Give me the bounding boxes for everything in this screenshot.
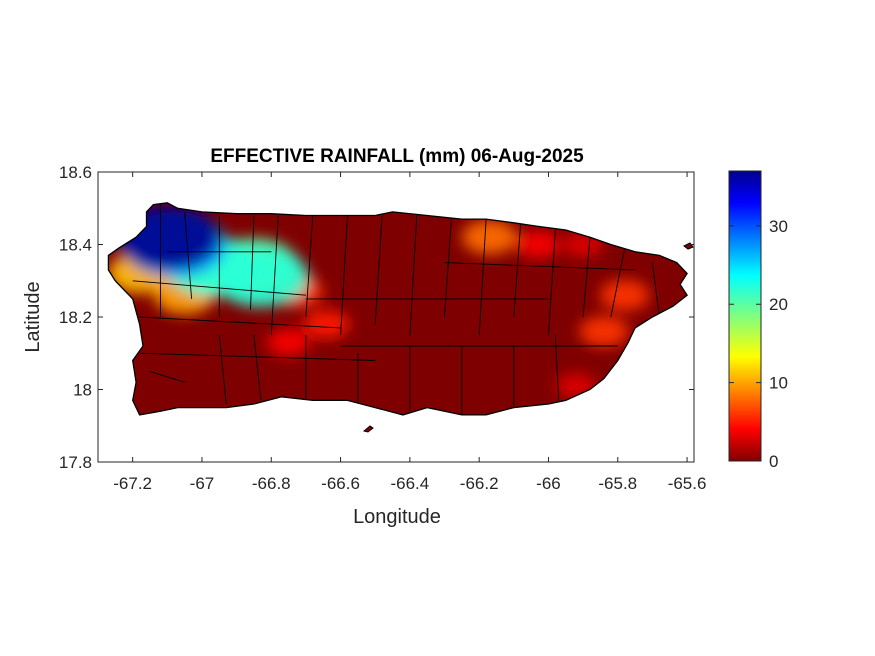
x-tick-label: -65.6 (668, 474, 707, 493)
x-tick-label: -65.8 (598, 474, 637, 493)
x-tick-label: -66.6 (321, 474, 360, 493)
municipality-border (610, 248, 626, 318)
x-axis-label: Longitude (353, 506, 441, 528)
rainfall-hotspot (579, 316, 629, 347)
colorbar-tick-label: 20 (769, 295, 788, 314)
municipality-border (253, 335, 262, 401)
y-axis-label: Latitude (22, 281, 44, 352)
municipality-border (513, 222, 522, 318)
municipality-border (218, 335, 227, 405)
colorbar-ticks: 0 10 20 30 (729, 217, 788, 471)
rainfall-hotspot (266, 328, 311, 356)
rainfall-hotspot (462, 220, 518, 255)
municipality-border (554, 335, 560, 405)
municipality-border (250, 215, 255, 310)
rainfall-hotspot (213, 247, 309, 307)
y-axis: 17.8 18 18.2 18.4 18.6 (59, 163, 694, 472)
chart-title: EFFECTIVE RAINFALL (mm) 06-Aug-2025 (210, 146, 584, 167)
x-tick-label: -66.2 (460, 474, 499, 493)
municipality-border (478, 219, 487, 336)
municipality-border (444, 262, 636, 271)
colorbar: 0 10 20 30 (728, 170, 788, 471)
y-tick-label: 18.2 (59, 308, 92, 327)
municipality-border (305, 215, 314, 318)
y-tick-label: 18.4 (59, 236, 92, 255)
colorbar-tick-label: 30 (769, 217, 788, 236)
municipality-borders (132, 204, 660, 415)
municipality-border (409, 215, 418, 336)
municipality-border (149, 370, 185, 383)
small-island (362, 425, 374, 433)
colorbar-tick-label: 0 (769, 452, 778, 471)
municipality-border (340, 215, 348, 336)
municipality-border (270, 215, 279, 336)
rainfall-hotspots (108, 204, 650, 399)
municipality-border (139, 352, 376, 361)
coastline (107, 202, 688, 416)
municipality-border (444, 219, 452, 318)
rainfall-hotspot (516, 230, 560, 259)
municipality-border (132, 280, 306, 296)
colorbar-tick-label: 10 (769, 374, 788, 393)
municipality-border (374, 215, 383, 325)
x-tick-label: -66.4 (390, 474, 429, 493)
municipality-border (139, 316, 341, 329)
x-tick-label: -66.8 (252, 474, 291, 493)
y-tick-label: 18 (73, 381, 92, 400)
x-axis: -67.2 -67 -66.8 -66.6 -66.4 -66.2 -66 -65.8 -65.… (113, 172, 706, 493)
x-tick-label: -66 (536, 474, 561, 493)
y-tick-label: 18.6 (59, 163, 92, 182)
rainfall-hotspot (600, 279, 650, 311)
colorbar-gradient (728, 170, 762, 462)
y-tick-label: 17.8 (59, 453, 92, 472)
rainfall-map (107, 202, 694, 433)
municipality-border (651, 262, 660, 318)
municipality-border (184, 211, 193, 299)
municipality-border (548, 229, 556, 336)
municipality-border (582, 237, 591, 318)
x-tick-label: -67.2 (113, 474, 152, 493)
x-tick-label: -67 (190, 474, 215, 493)
rainfall-hotspot (303, 309, 350, 339)
